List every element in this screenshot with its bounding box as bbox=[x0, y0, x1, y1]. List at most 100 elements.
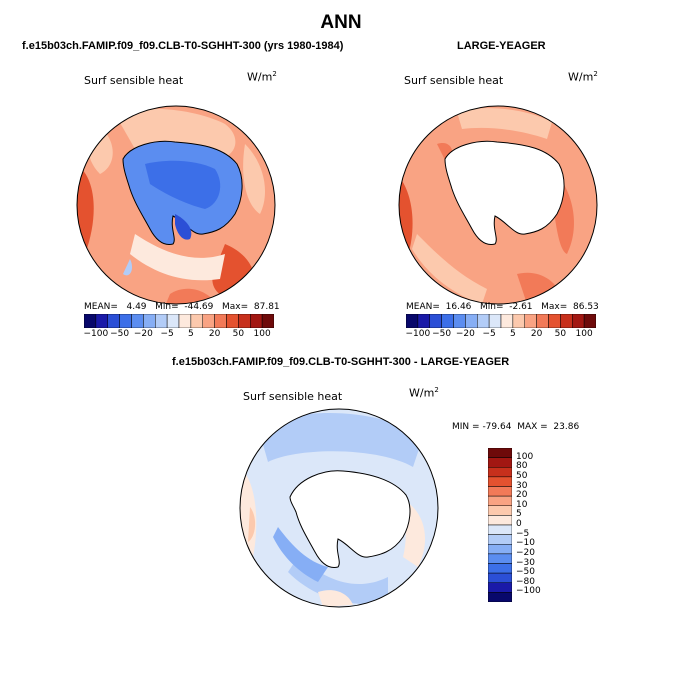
colorbar-tick-label: 50 bbox=[232, 329, 245, 339]
colorbar-swatch bbox=[560, 314, 573, 328]
colorbar-tick-label: −20 bbox=[516, 547, 535, 558]
colorbar-swatch bbox=[488, 467, 512, 478]
colorbar-tick-label: 20 bbox=[530, 329, 543, 339]
colorbar-swatch bbox=[166, 314, 180, 328]
colorbar-swatch bbox=[488, 495, 512, 506]
obs-variable-label: Surf sensible heat bbox=[404, 74, 504, 87]
diff-colorbar bbox=[488, 448, 512, 602]
model-polar-map bbox=[76, 105, 276, 305]
colorbar-tick-label: −100 bbox=[83, 329, 109, 339]
colorbar-swatch bbox=[477, 314, 490, 328]
colorbar-swatch bbox=[155, 314, 168, 328]
colorbar-swatch bbox=[453, 314, 466, 328]
colorbar-tick-label: 50 bbox=[554, 329, 567, 339]
colorbar-swatch bbox=[406, 314, 419, 328]
diff-colorbar-labels: 100 80 50 30 20 10 5 0 −5 −10 −20 −30 −50 −80 −100 bbox=[516, 448, 556, 602]
colorbar-tick-label: 80 bbox=[516, 461, 528, 472]
colorbar-swatch bbox=[500, 314, 514, 328]
colorbar-swatch bbox=[214, 314, 227, 328]
colorbar-swatch bbox=[226, 314, 239, 328]
obs-panel-title: LARGE-YEAGER bbox=[457, 40, 546, 52]
colorbar-swatch bbox=[512, 314, 525, 328]
colorbar-tick-label: 100 bbox=[575, 329, 593, 339]
colorbar-swatch bbox=[488, 457, 512, 468]
colorbar-swatch bbox=[488, 582, 512, 593]
colorbar-tick-label: −5 bbox=[160, 329, 174, 339]
colorbar-swatch bbox=[143, 314, 156, 328]
colorbar-swatch bbox=[465, 314, 478, 328]
diff-stats: MIN = -79.64 MAX = 23.86 bbox=[452, 422, 580, 432]
colorbar-tick-label: 20 bbox=[516, 490, 528, 501]
colorbar-swatch bbox=[261, 314, 274, 328]
obs-units-label: W/m2 bbox=[568, 70, 598, 84]
colorbar-swatch bbox=[488, 505, 512, 516]
colorbar-swatch bbox=[417, 314, 430, 328]
colorbar-swatch bbox=[488, 314, 502, 328]
colorbar-tick-label: 100 bbox=[516, 451, 534, 462]
colorbar-swatch bbox=[441, 314, 454, 328]
colorbar-swatch bbox=[572, 314, 585, 328]
colorbar-tick-label: 5 bbox=[188, 329, 194, 339]
colorbar-swatch bbox=[190, 314, 203, 328]
colorbar-swatch bbox=[488, 553, 512, 564]
diff-polar-map bbox=[239, 408, 439, 608]
model-colorbar bbox=[84, 314, 274, 328]
diff-variable-label: Surf sensible heat bbox=[243, 390, 343, 403]
colorbar-tick-label: 10 bbox=[516, 499, 528, 510]
colorbar-tick-label: −5 bbox=[516, 528, 530, 539]
colorbar-swatch bbox=[548, 314, 561, 328]
colorbar-swatch bbox=[429, 314, 442, 328]
obs-polar-map bbox=[398, 105, 598, 305]
colorbar-tick-label: 0 bbox=[516, 519, 522, 529]
diff-units-label: W/m2 bbox=[409, 386, 439, 400]
colorbar-tick-label: −5 bbox=[482, 329, 496, 339]
colorbar-tick-label: −20 bbox=[133, 329, 153, 339]
colorbar-swatch bbox=[84, 314, 97, 328]
colorbar-tick-label: −50 bbox=[516, 567, 535, 578]
colorbar-tick-label: −80 bbox=[516, 576, 535, 587]
colorbar-swatch bbox=[131, 314, 144, 328]
colorbar-swatch bbox=[488, 486, 512, 497]
colorbar-tick-label: −100 bbox=[516, 586, 541, 597]
colorbar-tick-label: −100 bbox=[405, 329, 431, 339]
colorbar-swatch bbox=[119, 314, 132, 328]
obs-colorbar-labels: −100 −50 −20 −5 5 20 50 100 bbox=[406, 329, 596, 341]
colorbar-swatch bbox=[488, 524, 512, 535]
colorbar-tick-label: 50 bbox=[516, 470, 528, 481]
model-variable-label: Surf sensible heat bbox=[84, 74, 184, 87]
colorbar-swatch bbox=[250, 314, 263, 328]
colorbar-swatch bbox=[488, 534, 512, 545]
figure-title: ANN bbox=[320, 12, 362, 33]
colorbar-swatch bbox=[488, 592, 512, 602]
colorbar-swatch bbox=[536, 314, 549, 328]
model-colorbar-labels: −100 −50 −20 −5 5 20 50 100 bbox=[84, 329, 274, 341]
colorbar-tick-label: 30 bbox=[516, 480, 528, 491]
model-stats: MEAN= 4.49 Min= -44.69 Max= 87.81 bbox=[84, 302, 280, 312]
colorbar-tick-label: −50 bbox=[432, 329, 452, 339]
colorbar-tick-label: 20 bbox=[208, 329, 221, 339]
diff-panel-title: f.e15b03ch.FAMIP.f09_f09.CLB-T0-SGHHT-30… bbox=[172, 356, 510, 368]
colorbar-tick-label: −30 bbox=[516, 557, 535, 568]
model-units-label: W/m2 bbox=[247, 70, 277, 84]
model-panel-title: f.e15b03ch.FAMIP.f09_f09.CLB-T0-SGHHT-30… bbox=[22, 40, 344, 52]
colorbar-tick-label: 5 bbox=[510, 329, 516, 339]
obs-stats: MEAN= 16.46 Min= -2.61 Max= 86.53 bbox=[406, 302, 599, 312]
colorbar-swatch bbox=[583, 314, 596, 328]
colorbar-swatch bbox=[107, 314, 120, 328]
colorbar-swatch bbox=[488, 448, 512, 458]
colorbar-tick-label: 100 bbox=[253, 329, 271, 339]
colorbar-swatch bbox=[238, 314, 251, 328]
colorbar-swatch bbox=[488, 476, 512, 487]
colorbar-swatch bbox=[488, 544, 512, 555]
colorbar-swatch bbox=[488, 563, 512, 574]
colorbar-tick-label: −20 bbox=[455, 329, 475, 339]
colorbar-swatch bbox=[488, 572, 512, 583]
colorbar-swatch bbox=[524, 314, 537, 328]
colorbar-swatch bbox=[178, 314, 192, 328]
colorbar-tick-label: −50 bbox=[110, 329, 130, 339]
colorbar-swatch bbox=[488, 515, 512, 526]
colorbar-tick-label: 5 bbox=[516, 509, 522, 520]
colorbar-swatch bbox=[95, 314, 108, 328]
colorbar-tick-label: −10 bbox=[516, 538, 535, 549]
colorbar-swatch bbox=[202, 314, 215, 328]
